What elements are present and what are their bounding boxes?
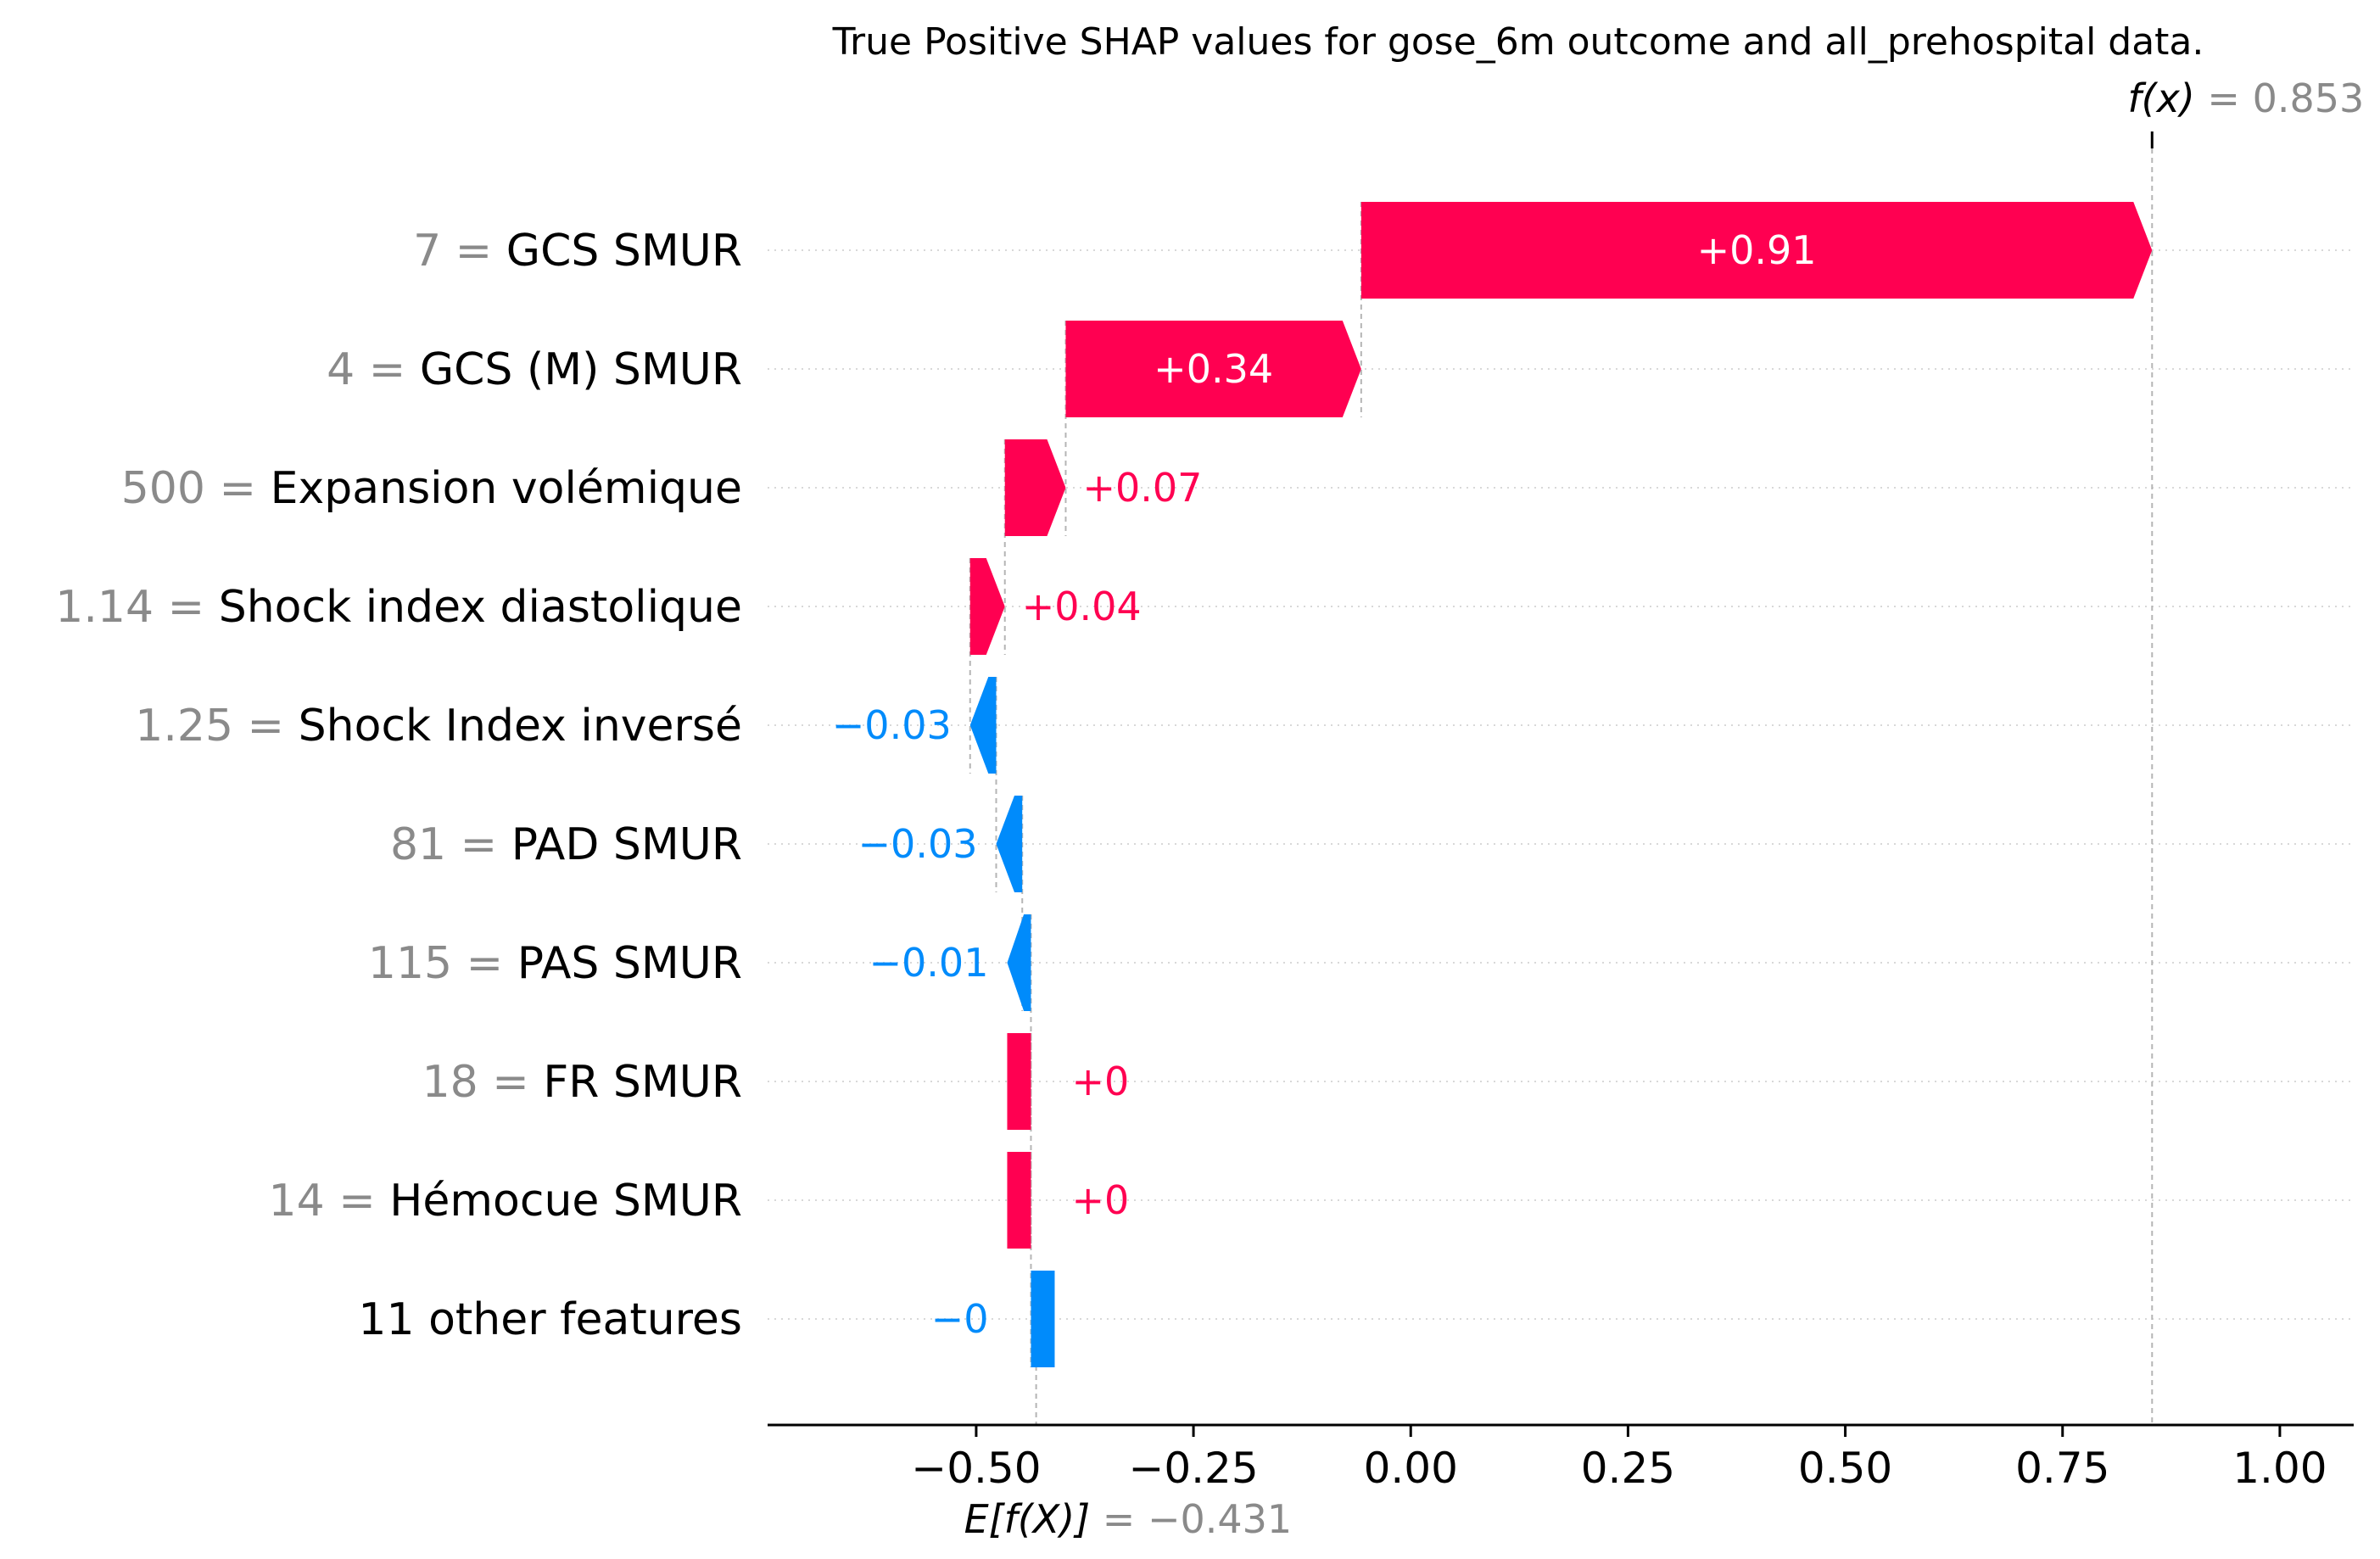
feature-name: Expansion volémique [271,463,742,514]
feature-value: 1.14 = [55,582,218,633]
bar-3 [969,558,1005,655]
bar-6 [1007,914,1031,1011]
feature-label: 4 = GCS (M) SMUR [327,344,742,395]
feature-value: 14 = [269,1176,390,1227]
x-tick-label: 0.00 [1364,1444,1458,1493]
feature-name: Shock index diastolique [219,582,742,633]
feature-value: 500 = [121,463,271,514]
bar-1 [1065,321,1361,417]
bar-value-label: +0.07 [1082,465,1202,511]
bar-value-label: +0 [1071,1177,1129,1223]
grid-lines [768,131,2354,1425]
feature-name: PAD SMUR [511,819,742,870]
bar-value-label: +0 [1071,1059,1129,1104]
x-tick-label: 0.25 [1581,1444,1675,1493]
feature-value: 7 = [413,226,506,277]
bar-value-label: −0.03 [858,821,978,867]
feature-label: 115 = PAS SMUR [368,938,742,989]
feature-value: 81 = [390,819,511,870]
feature-label: 18 = FR SMUR [422,1057,742,1108]
x-tick-label: 0.75 [2015,1444,2109,1493]
x-axis: −0.50 −0.25 0.00 0.25 0.50 0.75 1.00 [768,1423,2354,1493]
base-value-symbol: E[f(X)] [964,1496,1091,1542]
feature-value: 4 = [327,344,420,395]
x-tick-label: −0.25 [1128,1444,1258,1493]
feature-value: 18 = [422,1057,544,1108]
bar-value-label: −0.01 [869,940,989,986]
output-value-symbol: f(x) [2127,75,2194,121]
x-tick-label: −0.50 [911,1444,1041,1493]
base-value-number: = −0.431 [1090,1496,1292,1542]
feature-value: 115 = [368,938,517,989]
bar-0 [1360,202,2153,299]
feature-name: PAS SMUR [517,938,742,989]
bar-value-label: −0.03 [832,702,952,748]
x-tick-label: 0.50 [1798,1444,1892,1493]
feature-name: FR SMUR [543,1057,742,1108]
feature-label: 11 other features [358,1294,742,1345]
bar-9 [1031,1271,1055,1367]
chart-title: True Positive SHAP values for gose_6m ou… [832,20,2204,64]
feature-labels: 7 = GCS SMUR 4 = GCS (M) SMUR 500 = Expa… [55,226,742,1345]
base-value-annotation: E[f(X)] = −0.431 [964,1496,1293,1542]
feature-label: 7 = GCS SMUR [413,226,742,277]
bar-value-label: −0 [931,1296,989,1342]
feature-name: GCS (M) SMUR [420,344,742,395]
feature-label: 500 = Expansion volémique [121,463,742,514]
feature-value: 1.25 = [135,701,298,752]
bars: +0.91 +0.34 +0.07 +0.04 −0.03 −0.03 −0.01 +0 +0 −… [832,202,2153,1367]
bar-value-label: +0.04 [1022,584,1142,629]
bar-value-label: +0.91 [1697,227,1817,273]
bar-value-label: +0.34 [1154,346,1273,392]
feature-name: 11 other features [358,1294,742,1345]
bar-7 [1007,1033,1031,1130]
output-value-number: = 0.853 [2195,75,2364,121]
output-value-annotation: f(x) = 0.853 [2127,75,2364,121]
feature-name: Hémocue SMUR [389,1176,742,1227]
feature-label: 1.25 = Shock Index inversé [135,701,742,752]
bar-8 [1007,1152,1031,1249]
bar-4 [969,677,997,774]
annotations: f(x) = 0.853 E[f(X)] = −0.431 [964,75,2365,1542]
feature-label: 81 = PAD SMUR [390,819,742,870]
bar-2 [1004,439,1066,536]
feature-name: GCS SMUR [506,226,742,277]
x-tick-label: 1.00 [2232,1444,2327,1493]
feature-label: 14 = Hémocue SMUR [269,1176,743,1227]
bar-5 [996,796,1023,892]
feature-name: Shock Index inversé [299,701,742,752]
feature-label: 1.14 = Shock index diastolique [55,582,742,633]
